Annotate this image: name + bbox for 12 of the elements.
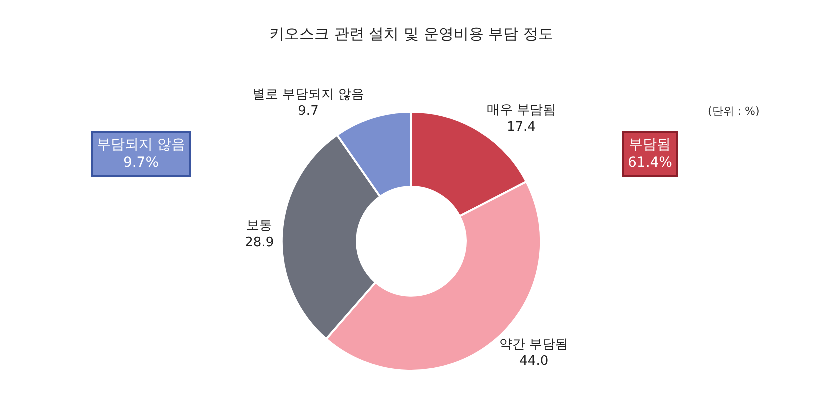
slice-label: 약간 부담됨 (500, 337, 569, 352)
text: 부담됨 61.4% (628, 137, 672, 172)
slice-label: 매우 부담됨 (486, 103, 556, 118)
text: (단위 : %) (708, 105, 760, 118)
data-label: 17.4 (506, 120, 536, 136)
data-label: 44.0 (520, 354, 549, 370)
slice-label: 별로 부담되지 않음 (252, 87, 365, 102)
slice-label: 보통 (246, 218, 273, 234)
data-label: 9.7 (298, 104, 319, 120)
chart-title: 키오스크 관련 설치 및 운영비용 부담 정도 (270, 24, 554, 43)
text: 부담되지 않음 9.7% (97, 137, 186, 172)
data-label: 28.9 (245, 235, 274, 250)
